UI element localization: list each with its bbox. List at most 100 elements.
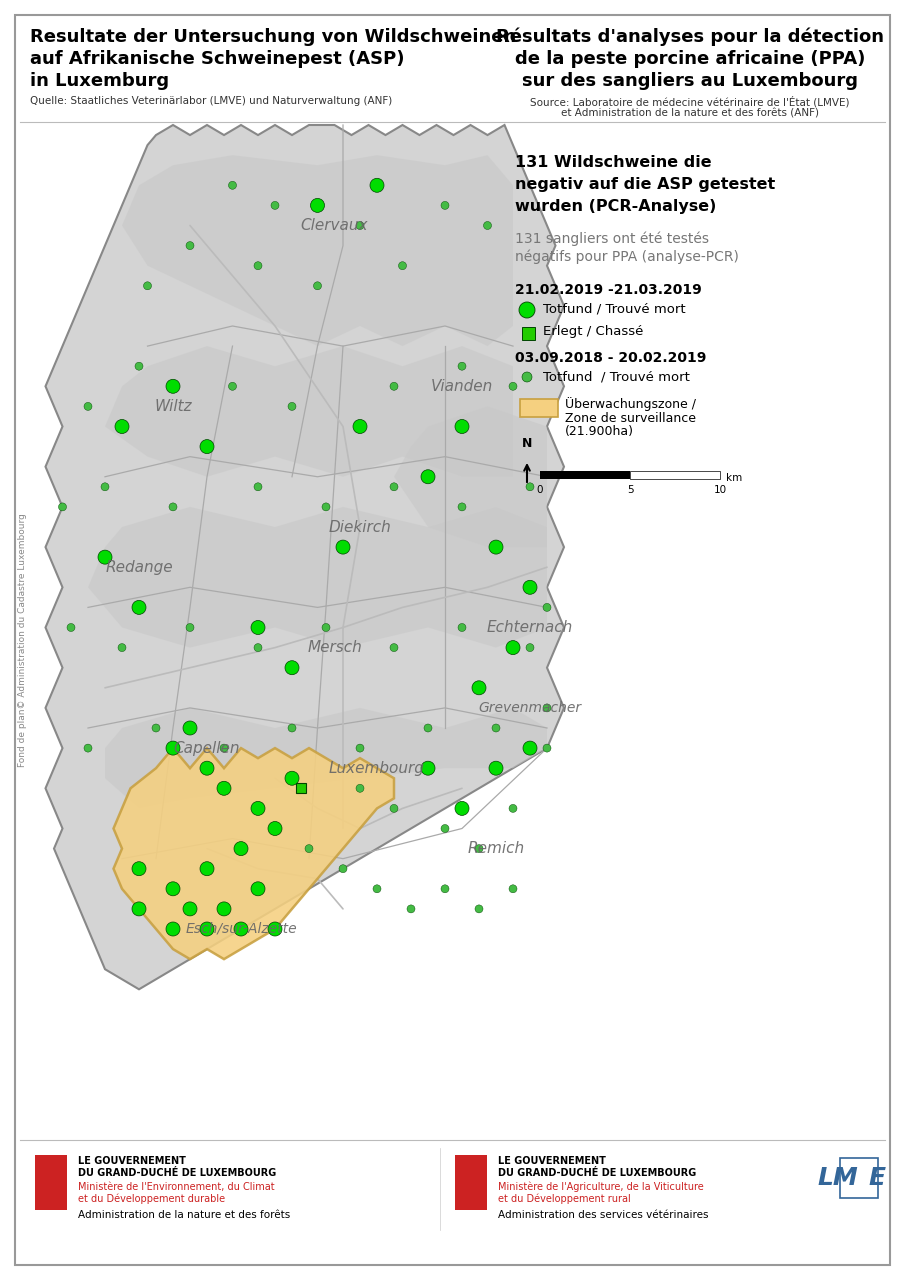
Circle shape [390, 383, 398, 390]
Text: (21.900ha): (21.900ha) [565, 425, 634, 438]
Text: Grevenmacher: Grevenmacher [479, 701, 582, 716]
Circle shape [285, 660, 299, 675]
Bar [840, 1158, 878, 1198]
Circle shape [251, 882, 265, 896]
Text: Zone de surveillance: Zone de surveillance [565, 412, 696, 425]
Circle shape [509, 884, 517, 893]
Circle shape [84, 402, 92, 411]
Circle shape [543, 704, 551, 712]
Circle shape [506, 640, 520, 654]
Text: N: N [522, 436, 532, 451]
Text: Überwachungszone /: Überwachungszone / [565, 397, 696, 411]
Text: Redange: Redange [105, 559, 173, 575]
Text: Vianden: Vianden [431, 379, 493, 394]
Circle shape [339, 865, 347, 873]
Text: négatifs pour PPA (analyse-PCR): négatifs pour PPA (analyse-PCR) [515, 250, 738, 265]
Circle shape [220, 744, 228, 753]
Circle shape [390, 644, 398, 652]
Text: Remich: Remich [468, 841, 525, 856]
Circle shape [305, 845, 313, 852]
Circle shape [310, 198, 325, 212]
Circle shape [441, 824, 449, 832]
Text: Diekirch: Diekirch [329, 520, 391, 535]
Circle shape [186, 242, 194, 250]
Circle shape [489, 762, 503, 776]
Text: DU GRAND-DUCHÉ DE LUXEMBOURG: DU GRAND-DUCHÉ DE LUXEMBOURG [78, 1167, 276, 1178]
Circle shape [390, 804, 398, 813]
Circle shape [455, 801, 469, 815]
Circle shape [356, 744, 364, 753]
Circle shape [268, 822, 282, 836]
Text: negativ auf die ASP getestet: negativ auf die ASP getestet [515, 177, 776, 192]
Circle shape [144, 282, 151, 289]
Text: 10: 10 [713, 485, 727, 495]
Circle shape [526, 483, 534, 490]
Circle shape [313, 282, 321, 289]
Text: 21.02.2019 -21.03.2019: 21.02.2019 -21.03.2019 [515, 283, 701, 297]
Circle shape [353, 420, 367, 434]
Text: LE GOUVERNEMENT: LE GOUVERNEMENT [498, 1156, 605, 1166]
Circle shape [526, 644, 534, 652]
Circle shape [492, 724, 500, 732]
Circle shape [271, 201, 279, 210]
Circle shape [166, 379, 180, 393]
Circle shape [336, 540, 350, 554]
Circle shape [132, 861, 146, 876]
Polygon shape [122, 155, 513, 346]
Text: 131 sangliers ont été testés: 131 sangliers ont été testés [515, 230, 709, 246]
Text: et Administration de la nature et des forêts (ANF): et Administration de la nature et des fo… [561, 108, 819, 118]
Circle shape [475, 845, 483, 852]
Circle shape [217, 902, 231, 916]
Text: Ministère de l'Environnement, du Climat: Ministère de l'Environnement, du Climat [78, 1181, 274, 1192]
Circle shape [200, 439, 214, 453]
Circle shape [489, 540, 503, 554]
Circle shape [217, 781, 231, 795]
Bar [35, 1155, 67, 1210]
Circle shape [169, 503, 177, 511]
Circle shape [472, 681, 486, 695]
Circle shape [458, 623, 466, 631]
Circle shape [115, 420, 129, 434]
Text: Quelle: Staatliches Veterinärlabor (LMVE) und Naturverwaltung (ANF): Quelle: Staatliches Veterinärlabor (LMVE… [30, 96, 392, 106]
Circle shape [132, 600, 146, 614]
Bar [296, 783, 306, 794]
Circle shape [135, 362, 143, 370]
Circle shape [166, 922, 180, 936]
Text: Echternach: Echternach [487, 620, 573, 635]
Text: 131 Wildschweine die: 131 Wildschweine die [515, 155, 711, 170]
Circle shape [254, 261, 262, 270]
Text: km: km [726, 474, 742, 483]
Text: et du Développement durable: et du Développement durable [78, 1194, 225, 1204]
Text: LE GOUVERNEMENT: LE GOUVERNEMENT [78, 1156, 186, 1166]
Circle shape [288, 402, 296, 411]
Circle shape [509, 383, 517, 390]
Circle shape [98, 550, 112, 564]
Circle shape [200, 922, 214, 936]
Bar [455, 1155, 487, 1210]
Circle shape [228, 383, 236, 390]
Text: Mersch: Mersch [307, 640, 362, 655]
Polygon shape [394, 407, 547, 547]
Polygon shape [45, 125, 564, 989]
Circle shape [183, 721, 197, 735]
Circle shape [254, 644, 262, 652]
FancyBboxPatch shape [15, 15, 890, 1265]
Circle shape [398, 261, 406, 270]
Circle shape [458, 362, 466, 370]
Circle shape [519, 302, 535, 317]
Circle shape [370, 178, 384, 192]
Bar [520, 399, 558, 417]
Text: 03.09.2018 - 20.02.2019: 03.09.2018 - 20.02.2019 [515, 351, 707, 365]
Text: Esch/sur-Alzette: Esch/sur-Alzette [186, 922, 297, 936]
Text: E: E [868, 1166, 885, 1190]
Polygon shape [105, 708, 547, 809]
Circle shape [285, 772, 299, 785]
Circle shape [322, 623, 330, 631]
Circle shape [421, 762, 435, 776]
Bar [522, 326, 535, 340]
Circle shape [455, 420, 469, 434]
Circle shape [356, 221, 364, 229]
Text: Clervaux: Clervaux [300, 218, 368, 233]
Circle shape [186, 623, 194, 631]
Circle shape [166, 882, 180, 896]
